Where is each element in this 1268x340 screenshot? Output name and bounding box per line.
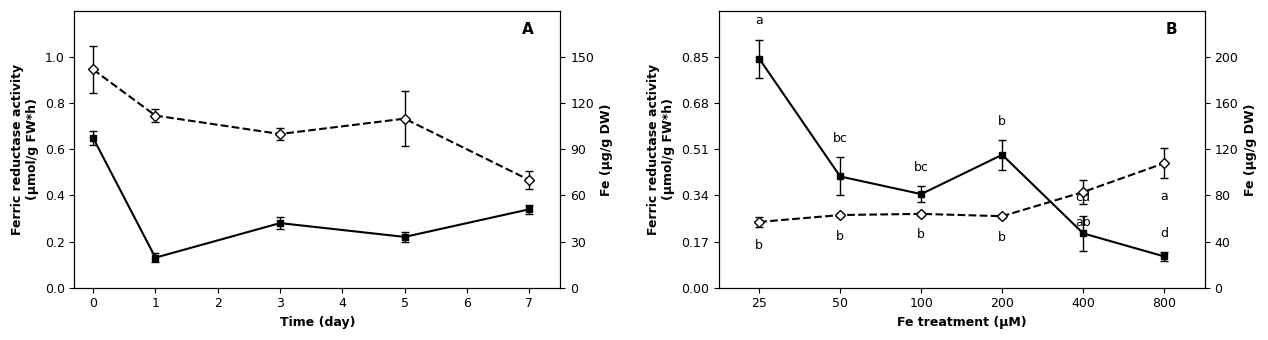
Text: b: b	[756, 239, 763, 252]
X-axis label: Time (day): Time (day)	[280, 316, 355, 329]
Text: cd: cd	[1075, 191, 1090, 204]
Text: A: A	[521, 22, 534, 37]
Y-axis label: Ferric reductase activity
(μmol/g FW*h): Ferric reductase activity (μmol/g FW*h)	[648, 64, 676, 235]
Text: bc: bc	[914, 161, 928, 174]
Text: ab: ab	[1075, 216, 1090, 229]
Text: a: a	[1160, 190, 1168, 203]
Text: bc: bc	[833, 132, 847, 145]
X-axis label: Fe treatment (μM): Fe treatment (μM)	[896, 316, 1027, 329]
Text: b: b	[836, 230, 844, 242]
Y-axis label: Fe (μg/g DW): Fe (μg/g DW)	[1244, 103, 1257, 196]
Text: d: d	[1160, 227, 1168, 240]
Y-axis label: Ferric reductase activity
(μmol/g FW*h): Ferric reductase activity (μmol/g FW*h)	[11, 64, 39, 235]
Text: b: b	[998, 231, 1006, 244]
Text: b: b	[917, 228, 926, 241]
Text: b: b	[998, 115, 1006, 128]
Text: B: B	[1165, 22, 1178, 37]
Y-axis label: Fe (μg/g DW): Fe (μg/g DW)	[600, 103, 612, 196]
Text: a: a	[756, 14, 763, 28]
